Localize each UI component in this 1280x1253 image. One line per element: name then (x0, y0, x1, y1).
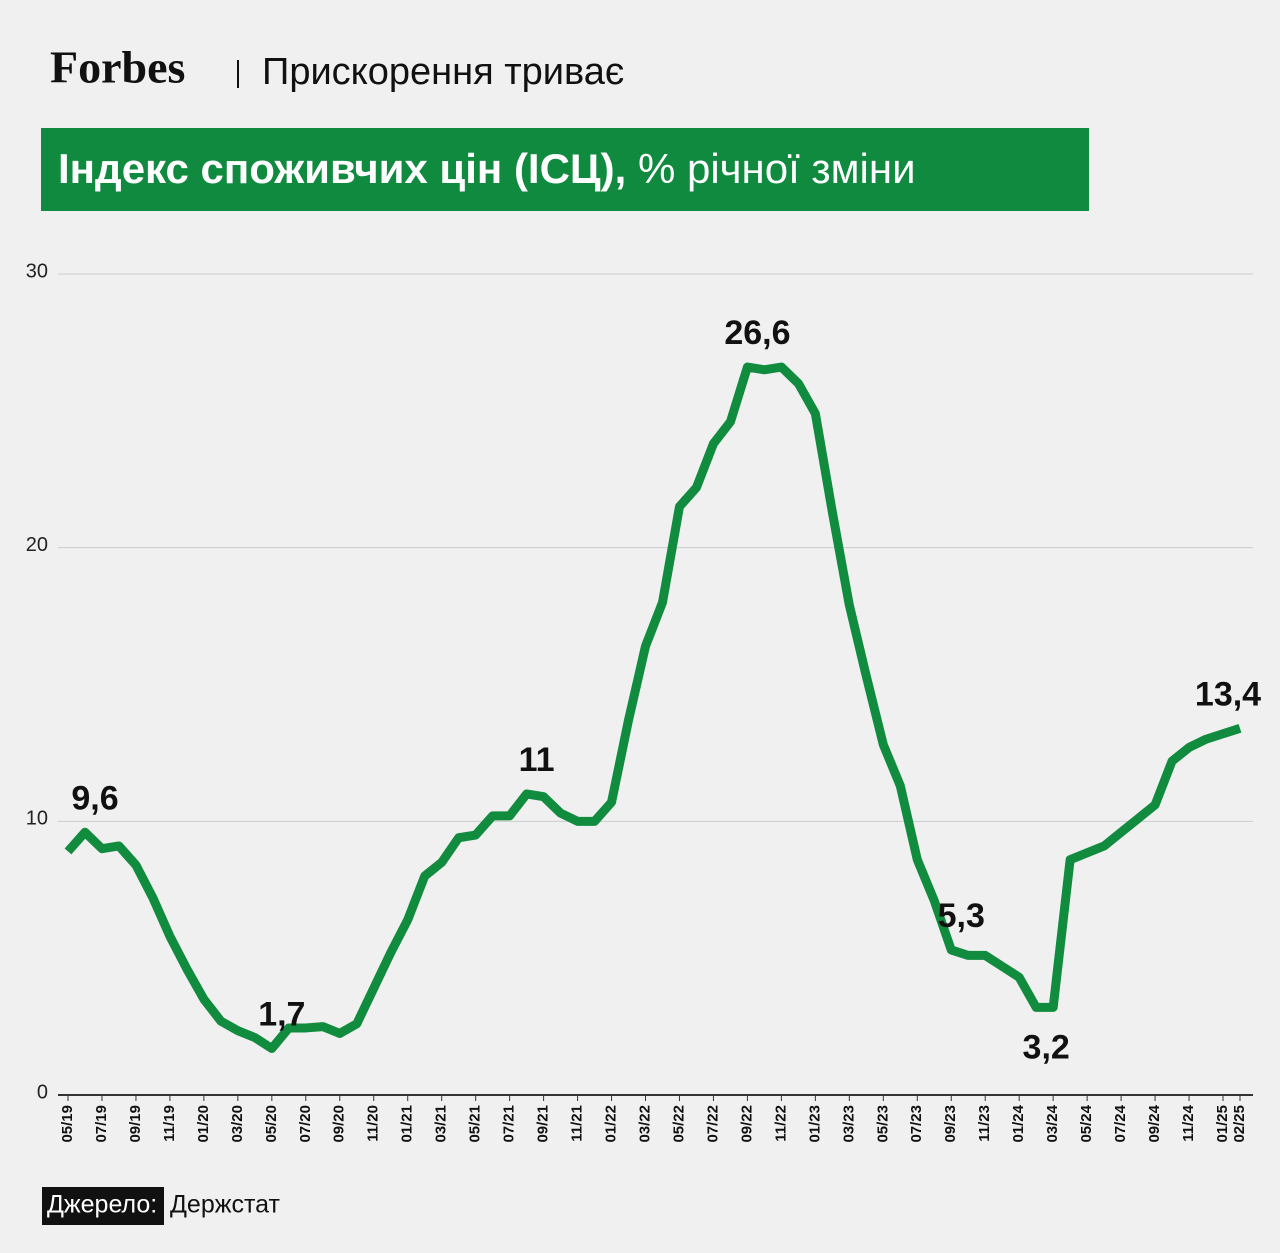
x-tick-label: 03/20 (229, 1105, 246, 1143)
data-label: 3,2 (1023, 1028, 1070, 1066)
x-tick-label: 05/21 (467, 1105, 484, 1143)
x-tick-label: 09/21 (535, 1105, 552, 1143)
x-tick-label: 07/22 (704, 1105, 721, 1143)
x-tick-label: 05/19 (59, 1105, 76, 1143)
x-tick-label: 05/20 (263, 1105, 280, 1143)
x-tick-label: 01/24 (1010, 1104, 1027, 1142)
x-tick-label: 07/20 (297, 1105, 314, 1143)
x-tick-label: 07/21 (501, 1105, 518, 1143)
x-tick-label: 11/19 (161, 1105, 178, 1142)
data-label: 5,3 (938, 897, 985, 935)
x-tick-label: 01/22 (603, 1105, 620, 1143)
y-tick-label: 20 (26, 534, 48, 556)
data-label: 26,6 (724, 314, 790, 352)
x-tick-label: 09/20 (331, 1105, 348, 1143)
source-label: Джерело: (47, 1191, 157, 1219)
x-tick-label: 01/21 (399, 1105, 416, 1143)
x-tick-label: 09/23 (942, 1105, 959, 1143)
data-label: 11 (519, 741, 555, 779)
source-box (42, 1187, 164, 1225)
x-tick-label: 09/19 (127, 1105, 144, 1143)
subtitle: % річної зміни (638, 145, 916, 192)
x-tick-label: 03/23 (840, 1105, 857, 1143)
y-tick-label: 30 (26, 260, 48, 282)
data-label: 13,4 (1195, 675, 1261, 713)
x-tick-label: 11/24 (1180, 1104, 1197, 1141)
x-tick-label: 03/24 (1044, 1104, 1061, 1142)
line (64, 362, 1242, 1053)
x-tick-label: 01/25 (1214, 1105, 1231, 1143)
title-box (41, 128, 1089, 211)
y-tick-label: 10 (26, 808, 48, 830)
y-tick-label: 0 (37, 1081, 48, 1103)
x-tick-label: 05/24 (1078, 1104, 1095, 1142)
x-tick-label: 02/25 (1231, 1105, 1248, 1143)
x-tick-label: 03/21 (433, 1105, 450, 1143)
x-tick-label: 09/22 (738, 1105, 755, 1143)
x-tick-label: 11/22 (772, 1105, 789, 1142)
x-tick-label: 07/23 (908, 1105, 925, 1143)
source: Держстат (170, 1191, 280, 1219)
x-tick-label: 07/24 (1112, 1104, 1129, 1142)
x-tick-label: 01/23 (806, 1105, 823, 1143)
x-tick-label: 11/21 (569, 1105, 586, 1142)
data-label: 9,6 (71, 779, 118, 817)
x-tick-label: 05/23 (874, 1105, 891, 1143)
headline: Прискорення триває (262, 51, 624, 93)
x-tick-label: 07/19 (93, 1105, 110, 1143)
x-tick-label: 01/20 (195, 1105, 212, 1143)
x-tick-label: 11/20 (365, 1105, 382, 1142)
x-tick-label: 05/22 (670, 1105, 687, 1143)
brand: Forbes (50, 42, 185, 93)
x-tick-label: 09/24 (1146, 1104, 1163, 1142)
data-label: 1,7 (258, 995, 305, 1033)
x-tick-label: 03/22 (636, 1105, 653, 1143)
x-tick-label: 11/23 (976, 1105, 993, 1142)
chart-title: Індекс споживчих цін (ІСЦ), % річної змі… (58, 145, 916, 192)
title: Індекс споживчих цін (ІСЦ), (58, 145, 626, 192)
